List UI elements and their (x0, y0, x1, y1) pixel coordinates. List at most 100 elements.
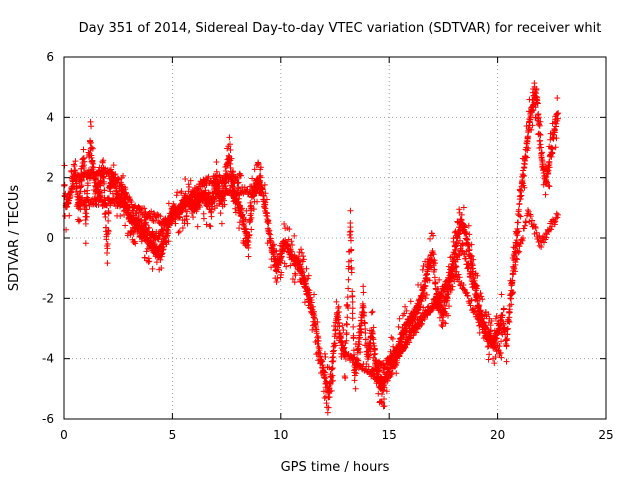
chart-title: Day 351 of 2014, Sidereal Day-to-day VTE… (79, 21, 602, 36)
data-point (267, 238, 274, 245)
data-point (160, 221, 167, 228)
data-point (70, 161, 77, 168)
data-point (534, 233, 541, 240)
data-point (61, 162, 68, 169)
data-point (487, 322, 494, 329)
data-point (238, 205, 245, 212)
data-point (462, 255, 469, 262)
data-point (474, 283, 481, 290)
data-point (347, 207, 354, 214)
data-point (154, 211, 161, 218)
data-point (281, 260, 288, 267)
data-point (185, 181, 192, 188)
data-point (311, 312, 318, 319)
data-point (127, 227, 134, 234)
data-point (321, 368, 328, 375)
data-point (309, 303, 316, 310)
data-point (515, 228, 522, 235)
data-point (254, 198, 261, 205)
data-point (132, 240, 139, 247)
data-point (389, 369, 396, 376)
data-point (248, 214, 255, 221)
data-point (332, 326, 339, 333)
y-tick-label: -4 (42, 352, 54, 366)
data-point (468, 253, 475, 260)
data-point (126, 196, 133, 203)
data-point (105, 217, 112, 224)
data-point (329, 364, 336, 371)
data-point (142, 219, 149, 226)
x-tick-label: 20 (490, 428, 505, 442)
data-point (487, 332, 494, 339)
data-point (313, 330, 320, 337)
data-point (211, 195, 218, 202)
data-point (87, 139, 94, 146)
data-point (286, 226, 293, 233)
data-point (458, 247, 465, 254)
data-point (322, 375, 329, 382)
data-point (554, 95, 561, 102)
data-point (300, 256, 307, 263)
data-point (420, 314, 427, 321)
data-point (330, 377, 337, 384)
data-point (263, 196, 270, 203)
data-point (494, 342, 501, 349)
data-point (87, 175, 94, 182)
data-point (153, 259, 160, 266)
data-point (78, 182, 85, 189)
data-point (300, 253, 307, 260)
data-point (533, 229, 540, 236)
data-point (158, 265, 165, 272)
data-point (460, 282, 467, 289)
data-point (344, 321, 351, 328)
data-point (291, 232, 298, 239)
data-point (196, 186, 203, 193)
x-tick-label: 25 (598, 428, 613, 442)
data-point (355, 345, 362, 352)
data-point (429, 249, 436, 256)
data-point (388, 334, 395, 341)
data-point (549, 149, 556, 156)
data-point (504, 325, 511, 332)
data-point (117, 212, 124, 219)
data-point (249, 175, 256, 182)
data-point (506, 309, 513, 316)
data-point (516, 248, 523, 255)
data-point (143, 248, 150, 255)
data-point (208, 213, 215, 220)
data-point (322, 354, 329, 361)
data-point (318, 357, 325, 364)
data-point (520, 172, 527, 179)
data-point (537, 131, 544, 138)
data-point (336, 323, 343, 330)
data-point (141, 205, 148, 212)
data-point (508, 280, 515, 287)
data-point (423, 291, 430, 298)
data-point (304, 275, 311, 282)
data-point (84, 190, 91, 197)
data-point (532, 224, 539, 231)
data-point (119, 183, 126, 190)
data-point (357, 349, 364, 356)
x-tick-label: 5 (169, 428, 177, 442)
data-point (543, 231, 550, 238)
data-point (101, 178, 108, 185)
data-point (551, 126, 558, 133)
data-point (448, 286, 455, 293)
data-point (372, 350, 379, 357)
data-point (456, 274, 463, 281)
data-point (122, 200, 129, 207)
data-point (292, 272, 299, 279)
data-point (149, 217, 156, 224)
data-point (520, 234, 527, 241)
data-point (350, 323, 357, 330)
x-tick-label: 10 (273, 428, 288, 442)
data-point (105, 210, 112, 217)
data-point (544, 179, 551, 186)
data-point (343, 320, 350, 327)
data-point (237, 172, 244, 179)
data-point (246, 231, 253, 238)
data-point (179, 225, 186, 232)
data-point (204, 175, 211, 182)
data-point (402, 303, 409, 310)
